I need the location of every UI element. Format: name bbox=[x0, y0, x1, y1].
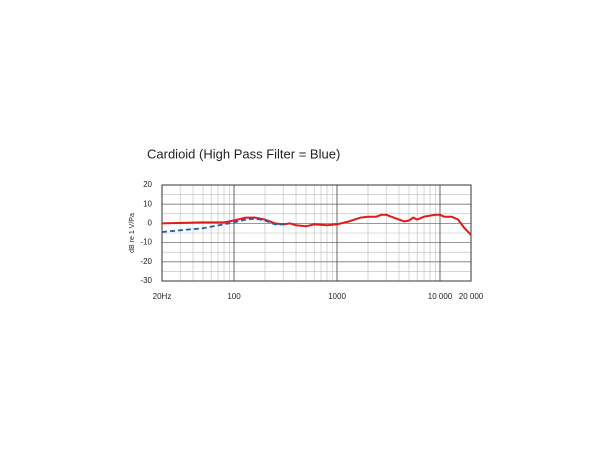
y-tick-label: 0 bbox=[148, 219, 153, 228]
plot-frame bbox=[161, 184, 472, 282]
x-tick-label: 100 bbox=[227, 292, 241, 301]
y-tick-label: -20 bbox=[140, 257, 152, 266]
series-line bbox=[161, 213, 472, 236]
y-tick-label: 20 bbox=[143, 180, 152, 189]
x-tick-label: 1000 bbox=[328, 292, 346, 301]
y-tick-label: 10 bbox=[143, 199, 152, 208]
series-line bbox=[161, 217, 284, 233]
y-tick-label: -30 bbox=[140, 276, 152, 285]
x-tick-label: 20 000 bbox=[459, 292, 484, 301]
y-tick-label: -10 bbox=[140, 238, 152, 247]
chart-title: Cardioid (High Pass Filter = Blue) bbox=[147, 146, 340, 161]
y-axis-label: dB re 1 V/Pa bbox=[129, 213, 136, 253]
x-tick-label: 20Hz bbox=[153, 292, 172, 301]
x-tick-label: 10 000 bbox=[428, 292, 453, 301]
